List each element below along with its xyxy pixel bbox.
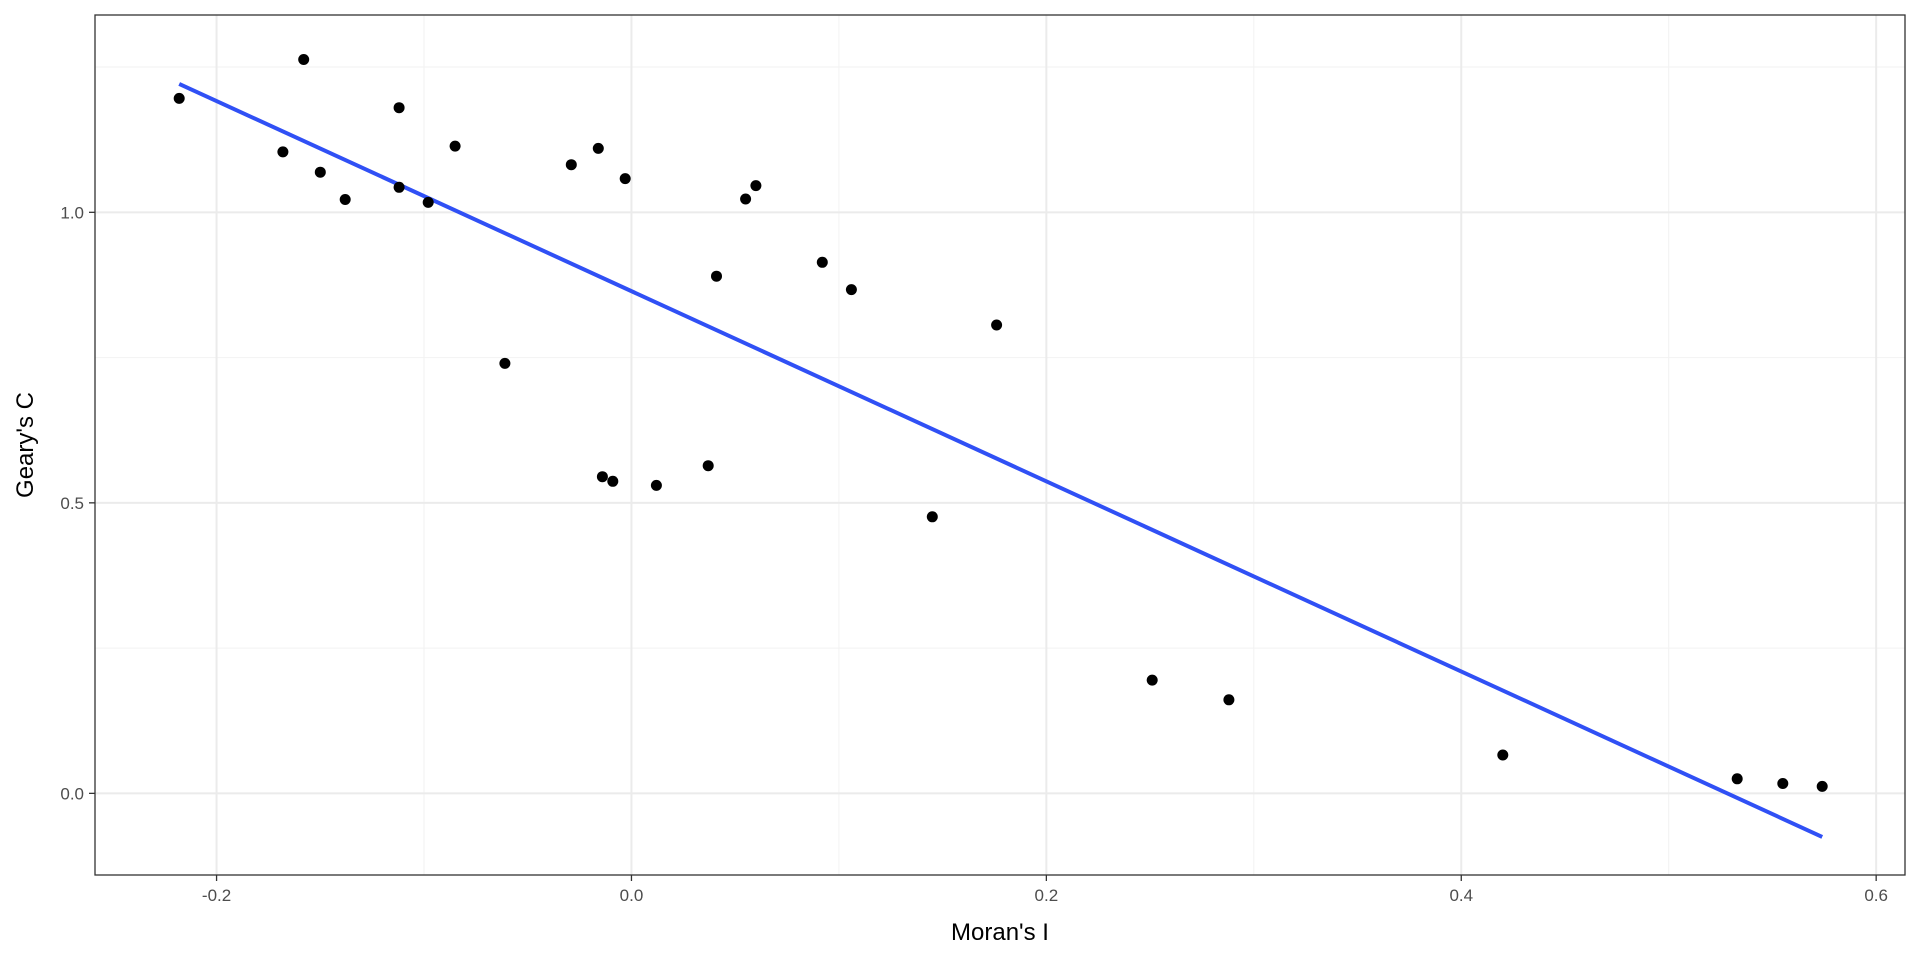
data-point (314, 166, 326, 178)
data-point (740, 193, 752, 205)
x-axis-title: Moran's I (951, 919, 1049, 946)
data-point (750, 180, 762, 192)
data-point (339, 194, 351, 205)
x-tick-label: -0.2 (202, 886, 231, 905)
data-point (298, 54, 310, 65)
trend-line (178, 82, 1824, 839)
x-axis-ticks: -0.2 0.0 0.2 0.4 0.6 (202, 875, 1888, 905)
data-point (1497, 749, 1509, 761)
y-tick-label: 0.0 (60, 784, 84, 803)
data-point (592, 142, 604, 154)
data-point (991, 319, 1003, 331)
x-tick-label: 0.0 (620, 886, 644, 905)
y-axis-ticks: 0.0 0.5 1.0 (60, 203, 95, 803)
data-point (422, 196, 434, 208)
x-tick-label: 0.6 (1864, 886, 1888, 905)
y-axis-title: Geary's C (12, 392, 39, 498)
data-point (1223, 694, 1235, 706)
major-gridlines (95, 15, 1905, 875)
data-point (650, 479, 662, 491)
data-point (1816, 780, 1828, 792)
data-point (1146, 674, 1158, 686)
x-tick-label: 0.4 (1449, 886, 1473, 905)
minor-gridlines (95, 15, 1905, 875)
data-point (565, 159, 577, 171)
data-point (393, 181, 405, 193)
data-point (926, 511, 938, 523)
data-point (499, 357, 511, 369)
scatter-points (173, 54, 1828, 792)
data-point (1777, 778, 1789, 789)
data-point (596, 471, 608, 483)
y-tick-label: 0.5 (60, 494, 84, 513)
panel-border (94, 14, 1906, 876)
data-point (607, 475, 619, 487)
data-point (449, 140, 461, 152)
x-tick-label: 0.2 (1035, 886, 1059, 905)
data-point (845, 284, 857, 296)
regression-line (178, 82, 1824, 839)
panel-background (95, 15, 1905, 875)
data-point (619, 173, 631, 185)
y-tick-label: 1.0 (60, 203, 84, 222)
data-point (816, 256, 828, 268)
data-point (711, 270, 722, 282)
data-point (173, 92, 185, 104)
data-point (702, 460, 714, 472)
data-point (1731, 773, 1743, 785)
data-point (393, 102, 405, 114)
data-point (277, 146, 289, 158)
